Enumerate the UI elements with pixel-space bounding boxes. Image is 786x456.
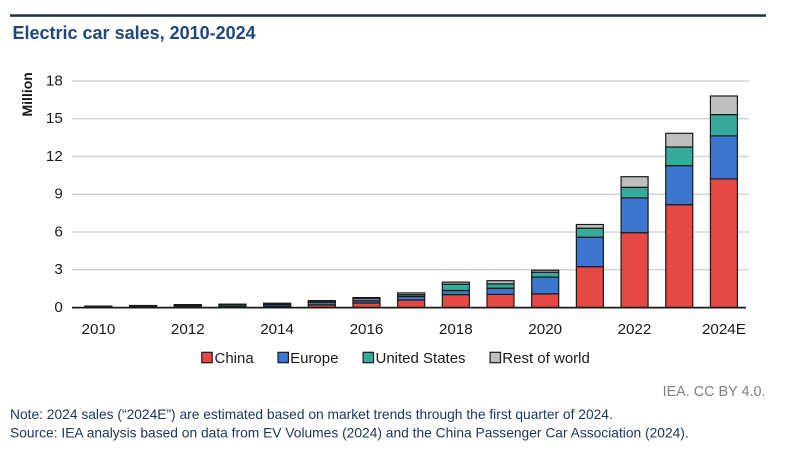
svg-text:2014: 2014 — [260, 321, 294, 338]
svg-text:Source: IEA analysis based on: Source: IEA analysis based on data from … — [10, 425, 689, 440]
svg-text:Note: 2024 sales (“2024E”) are: Note: 2024 sales (“2024E”) are estimated… — [10, 407, 613, 422]
svg-text:2016: 2016 — [350, 321, 384, 338]
svg-text:15: 15 — [46, 110, 63, 127]
svg-text:6: 6 — [54, 223, 62, 240]
svg-text:Europe: Europe — [290, 350, 338, 367]
svg-text:United States: United States — [376, 350, 466, 367]
svg-text:Rest of world: Rest of world — [502, 350, 590, 367]
svg-text:Million: Million — [19, 72, 35, 116]
svg-text:China: China — [215, 350, 255, 367]
svg-text:18: 18 — [46, 72, 63, 89]
svg-text:0: 0 — [54, 299, 62, 316]
svg-text:Electric car sales, 2010-2024: Electric car sales, 2010-2024 — [13, 23, 256, 43]
svg-text:2024E: 2024E — [702, 321, 746, 338]
svg-text:2022: 2022 — [618, 321, 652, 338]
svg-text:2012: 2012 — [171, 321, 205, 338]
svg-text:IEA. CC BY 4.0.: IEA. CC BY 4.0. — [663, 384, 766, 400]
svg-text:9: 9 — [54, 186, 62, 203]
svg-text:2020: 2020 — [528, 321, 562, 338]
svg-text:2018: 2018 — [439, 321, 473, 338]
svg-text:2010: 2010 — [82, 321, 116, 338]
svg-text:3: 3 — [54, 261, 62, 278]
svg-text:12: 12 — [46, 148, 63, 165]
